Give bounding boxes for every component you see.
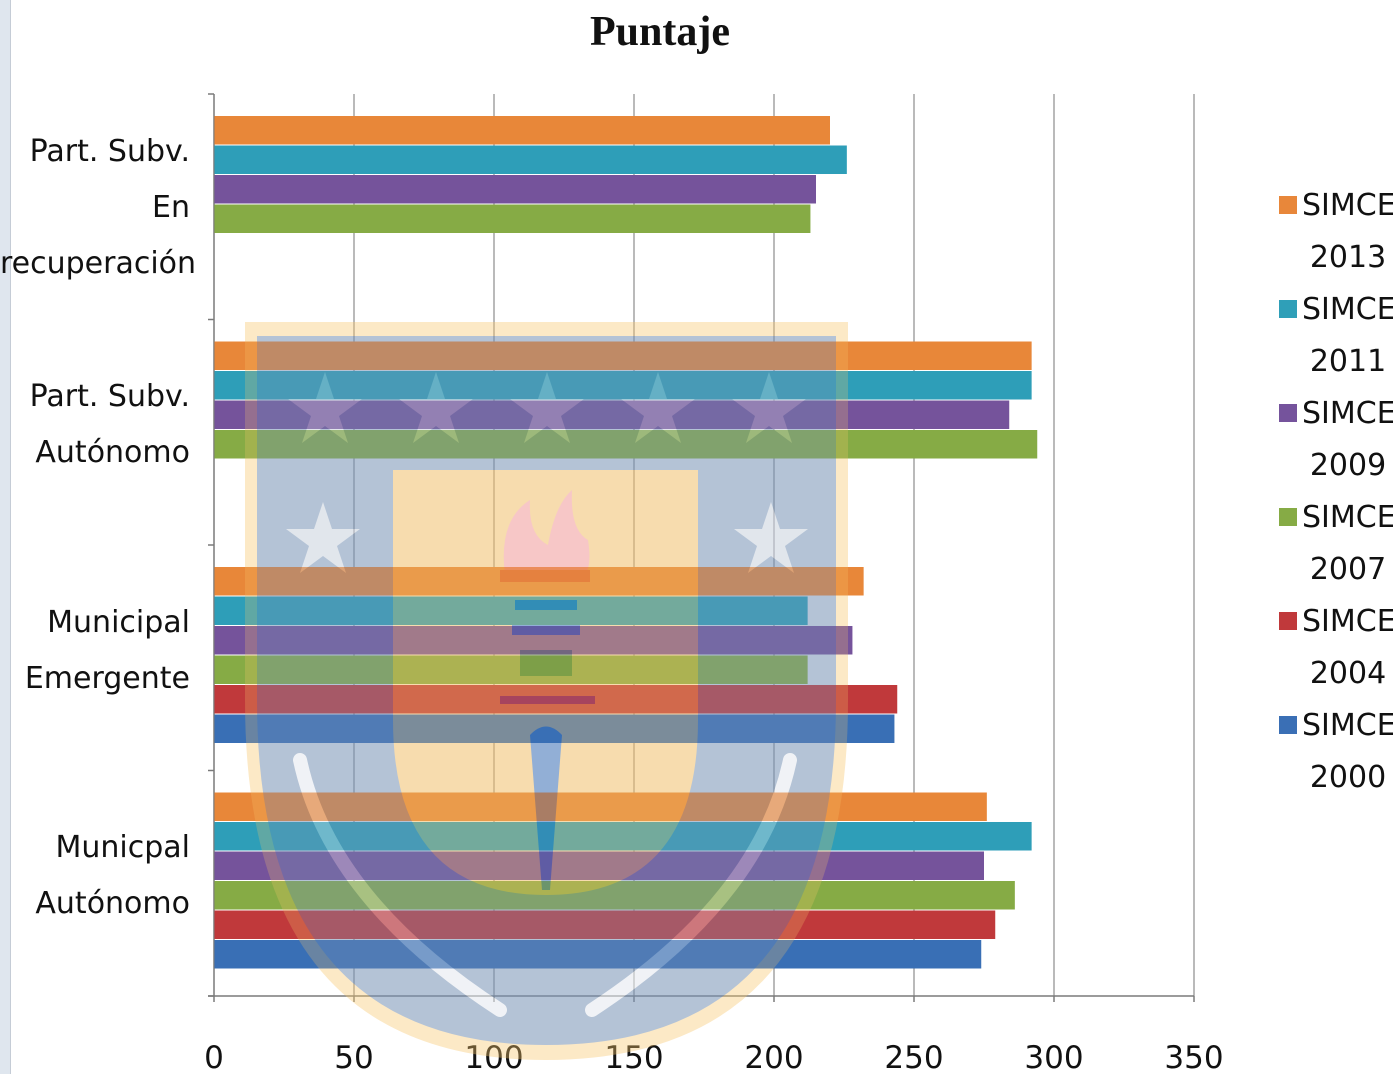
legend-swatch xyxy=(1279,196,1297,214)
bar-overlay xyxy=(214,371,1032,400)
x-tick-label: 300 xyxy=(1024,1040,1083,1074)
bar-overlay xyxy=(214,910,996,939)
category-label-line: Municpal xyxy=(55,830,190,866)
legend-label: SIMCE 2000 xyxy=(1302,708,1393,795)
category-label: Municpal Autónomo xyxy=(0,820,190,932)
x-tick-label: 0 xyxy=(204,1040,224,1074)
category-label-line: Autónomo xyxy=(35,886,190,922)
legend-label: SIMCE 2004 xyxy=(1302,604,1393,691)
chart-title: Puntaje xyxy=(590,9,730,55)
x-tick-label: 350 xyxy=(1164,1040,1223,1074)
x-tick-label: 100 xyxy=(464,1040,523,1074)
bar-overlay xyxy=(214,940,982,969)
bar-overlay xyxy=(214,685,898,714)
category-label: Municipal Emergente xyxy=(0,595,190,707)
category-label-line: recuperación xyxy=(0,246,197,281)
bar-overlay xyxy=(214,851,984,880)
legend-swatch xyxy=(1279,508,1297,526)
bar-overlay xyxy=(214,175,816,204)
bar-overlay xyxy=(214,341,1032,370)
category-label-line: Autónomo xyxy=(35,435,190,471)
legend-label: SIMCE 2007 xyxy=(1302,500,1393,587)
category-label-line: Part. Subv. xyxy=(29,134,190,169)
x-tick-label: 150 xyxy=(604,1040,663,1074)
bar-overlay xyxy=(214,430,1038,459)
x-tick-label: 200 xyxy=(744,1040,803,1074)
x-tick-label: 50 xyxy=(334,1040,373,1074)
bar xyxy=(214,204,811,233)
category-label-line: Part. Subv. xyxy=(29,379,190,415)
bar-overlay xyxy=(214,204,811,233)
bar xyxy=(214,175,816,204)
bar-overlay xyxy=(214,881,1015,910)
legend-label: SIMCE 2011 xyxy=(1302,292,1393,379)
bar-overlay xyxy=(214,596,808,625)
category-label-line: Emergente xyxy=(24,660,190,696)
bar-overlay xyxy=(214,655,808,684)
university-seal-watermark xyxy=(245,322,848,1060)
legend-swatch xyxy=(1279,300,1297,318)
bar-overlay xyxy=(214,714,895,743)
bar-overlay xyxy=(214,626,853,655)
bar-overlay xyxy=(214,792,987,821)
x-tick-label: 250 xyxy=(884,1040,943,1074)
legend-swatch xyxy=(1279,404,1297,422)
bar-overlay xyxy=(214,567,864,596)
bar xyxy=(214,116,830,145)
category-label-line: Municipal xyxy=(47,604,190,640)
bar-overlay xyxy=(214,400,1010,429)
window-edge xyxy=(0,0,11,1074)
bar-overlay xyxy=(214,822,1032,851)
legend-label: SIMCE 2013 xyxy=(1302,188,1393,275)
bar-overlay xyxy=(214,116,830,145)
bar-overlay xyxy=(214,145,847,174)
legend-swatch xyxy=(1279,716,1297,734)
legend-swatch xyxy=(1279,612,1297,630)
category-label-line: En xyxy=(152,190,190,225)
legend-label: SIMCE 2009 xyxy=(1302,396,1393,483)
category-label: Part. Subv. En recuperación xyxy=(0,124,197,292)
category-label: Part. Subv. Autónomo xyxy=(0,369,190,481)
bar xyxy=(214,145,847,174)
